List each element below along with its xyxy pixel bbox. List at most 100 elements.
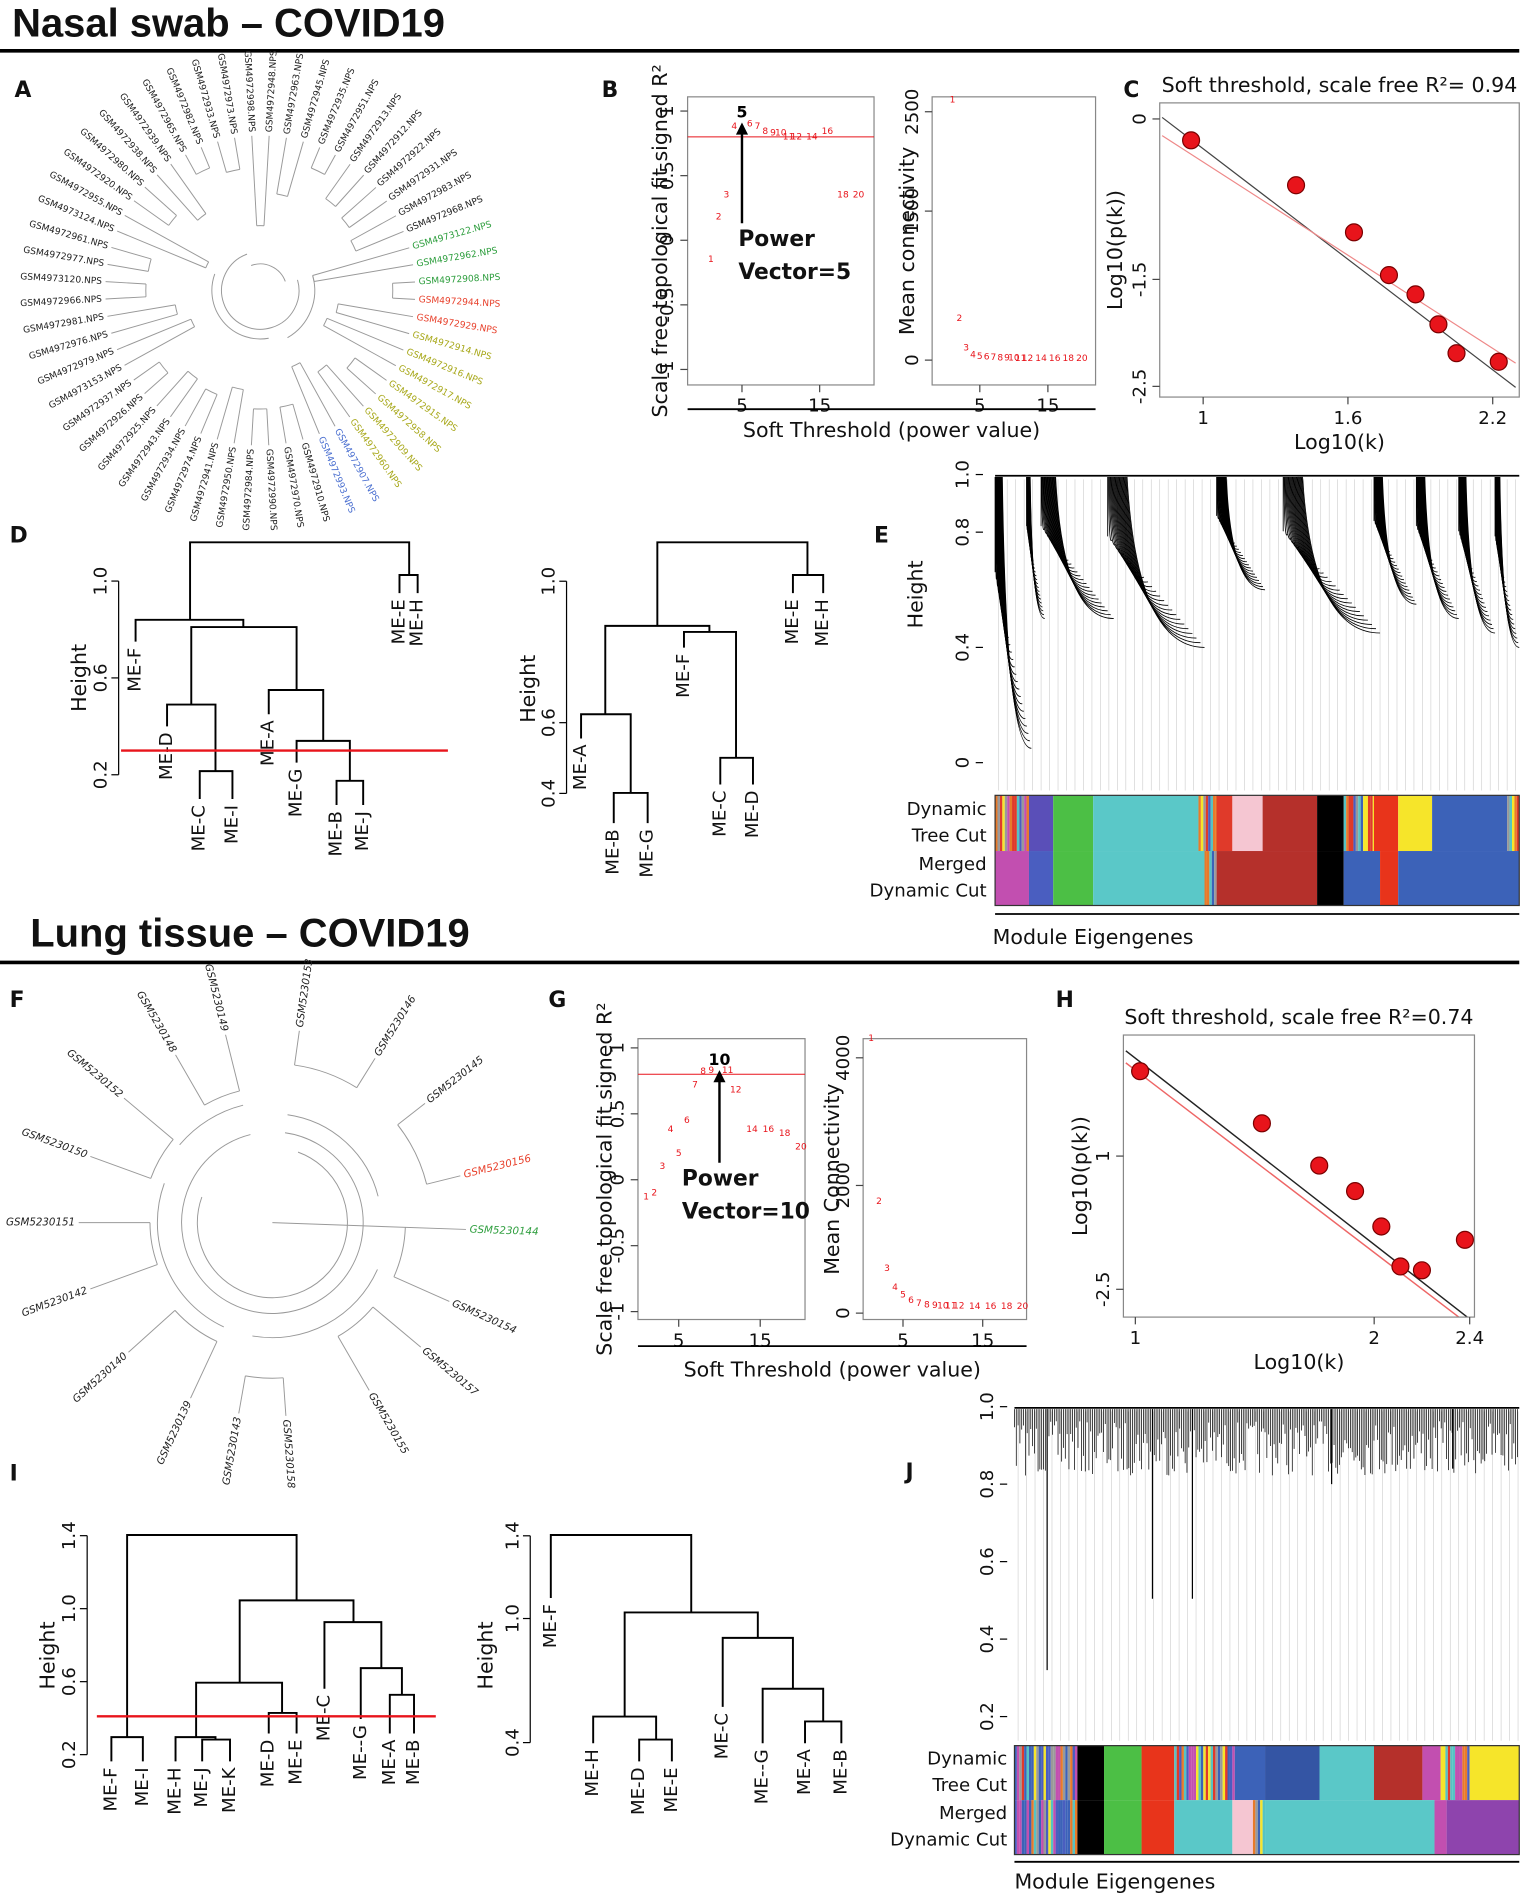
plot-frame xyxy=(1122,1034,1476,1318)
panel-label: G xyxy=(548,988,566,1013)
point xyxy=(1489,352,1508,371)
point: 6 xyxy=(684,1116,690,1126)
point: 1 xyxy=(643,1192,649,1202)
module-color xyxy=(1346,795,1349,852)
module-color xyxy=(1208,1745,1211,1801)
leaf-label: ME-E xyxy=(388,599,409,644)
tree-branch xyxy=(337,1306,374,1337)
tree-branch xyxy=(158,361,169,374)
y-tick-label: 1500 xyxy=(902,188,923,234)
point: 16 xyxy=(822,127,834,137)
module-color xyxy=(1343,795,1347,852)
leaf-label: ME-H xyxy=(582,1749,603,1796)
tree-branch xyxy=(336,312,410,335)
module-color xyxy=(1232,1745,1235,1801)
tree-branch xyxy=(1120,476,1177,616)
module-color xyxy=(1031,1800,1034,1855)
x-axis-label: Soft Threshold (power value) xyxy=(743,418,1040,442)
tree-branch xyxy=(116,318,192,351)
module-color xyxy=(1317,795,1344,852)
tree-branch xyxy=(1116,476,1157,592)
x-axis-label: Soft Threshold (power value) xyxy=(684,1357,981,1381)
chart-title: Soft threshold, scale free R²=0.74 xyxy=(1124,1005,1473,1029)
tree-branch xyxy=(341,217,350,228)
tree-branch xyxy=(1117,476,1161,597)
tree-branch xyxy=(175,1054,205,1106)
tree-branch xyxy=(397,1103,426,1126)
module-color xyxy=(1104,1800,1142,1855)
x-tick-label: 1 xyxy=(1197,408,1209,429)
color-bar-frame xyxy=(994,794,1520,907)
tree-branch xyxy=(133,200,169,226)
module-color xyxy=(1024,795,1027,852)
point: 11 xyxy=(783,132,795,142)
y-axis-label: Scale free topological fit signed R² xyxy=(592,1002,616,1355)
module-color xyxy=(1225,1745,1228,1801)
leaf-label: ME-C xyxy=(712,1713,733,1759)
point: 9 xyxy=(932,1301,938,1311)
tree-branch xyxy=(179,1104,244,1146)
point: 3 xyxy=(963,344,969,354)
point: 4 xyxy=(731,122,737,132)
tree-branch xyxy=(252,1269,378,1339)
module-color xyxy=(1181,1745,1184,1801)
module-color xyxy=(1074,1745,1078,1801)
module-color xyxy=(1026,795,1029,852)
point: 1 xyxy=(950,95,956,105)
panel-label: E xyxy=(874,523,889,548)
point: 18 xyxy=(1001,1302,1013,1312)
leaf-label: ME-A xyxy=(379,1739,400,1785)
x-tick-label: 5 xyxy=(673,1330,685,1351)
plot-frame xyxy=(862,1038,1028,1321)
module-color xyxy=(1442,1745,1446,1801)
module-color xyxy=(1072,1800,1075,1855)
tree-branch xyxy=(123,1097,174,1140)
module-color xyxy=(1200,795,1204,852)
x-tick-label: 15 xyxy=(808,396,831,417)
module-color xyxy=(1016,1745,1020,1801)
x-tick-label: 5 xyxy=(974,396,986,417)
tree-branch xyxy=(1049,476,1084,581)
sample-label: GSM4972948.NPS xyxy=(265,50,280,133)
tree-branch xyxy=(346,357,356,369)
module-color xyxy=(997,795,1000,852)
tree-branch xyxy=(1382,476,1417,605)
tree-branch xyxy=(156,370,189,407)
sample-label: GSM4972966.NPS xyxy=(20,295,103,309)
point: 4 xyxy=(892,1283,898,1293)
leaf-label: ME-E xyxy=(286,1740,307,1785)
module-color xyxy=(1191,1745,1194,1801)
tree-branch xyxy=(217,141,227,173)
module-color xyxy=(1234,1745,1266,1801)
module-color xyxy=(1004,795,1008,852)
tree-branch xyxy=(204,1090,240,1106)
sample-label: GSM5230152 xyxy=(64,1047,125,1101)
module-color xyxy=(1257,1800,1261,1855)
tree-branch xyxy=(350,215,397,242)
tree-branch xyxy=(338,303,414,318)
x-tick-label: 15 xyxy=(971,1330,994,1351)
tree-branch xyxy=(287,141,304,197)
module-color xyxy=(1209,851,1212,906)
point: 6 xyxy=(908,1296,914,1306)
point xyxy=(1310,1156,1329,1175)
tree-branch xyxy=(335,303,339,313)
fit-line xyxy=(1125,1050,1468,1318)
point: 6 xyxy=(747,119,753,129)
point: 7 xyxy=(991,353,997,363)
plot-frame xyxy=(686,96,875,386)
sample-label: GSM4972998.NPS xyxy=(242,50,256,133)
module-color xyxy=(1265,1745,1320,1801)
module-color xyxy=(1043,1800,1046,1855)
module-color xyxy=(1211,851,1215,906)
tree-branch xyxy=(291,362,301,368)
tree-branch xyxy=(216,386,233,440)
module-color xyxy=(999,795,1003,852)
y-tick-label: -1 xyxy=(657,360,678,378)
module-color xyxy=(1208,795,1211,852)
point: 6 xyxy=(984,353,990,363)
leaf-label: ME-J xyxy=(352,811,373,851)
point: 16 xyxy=(1049,354,1061,364)
section-title: Lung tissue – COVID19 xyxy=(30,912,469,956)
y-tick-label: 0.8 xyxy=(977,1470,998,1499)
